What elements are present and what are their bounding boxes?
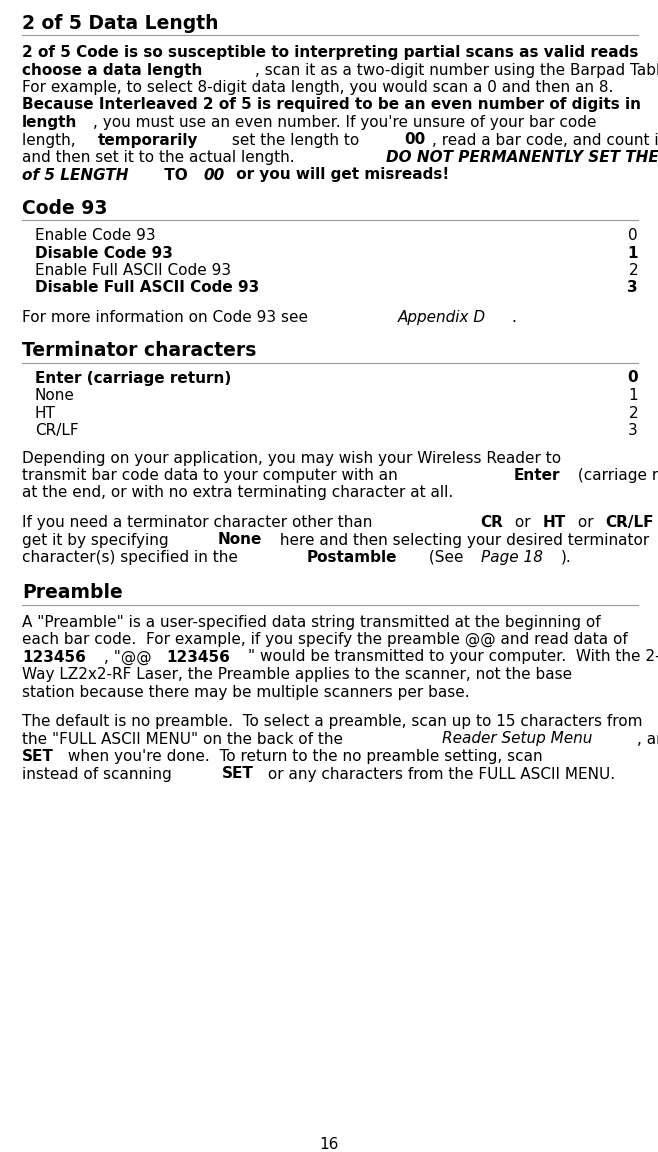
Text: For example, to select 8-digit data length, you would scan a 0 and then an 8.: For example, to select 8-digit data leng… (22, 79, 613, 94)
Text: Reader Setup Menu: Reader Setup Menu (442, 732, 593, 746)
Text: Page 18: Page 18 (481, 550, 543, 564)
Text: HT: HT (543, 515, 566, 530)
Text: , scan it as a two-digit number using the Barpad Table.: , scan it as a two-digit number using th… (255, 62, 658, 77)
Text: 0: 0 (627, 371, 638, 386)
Text: HT: HT (35, 406, 56, 420)
Text: character(s) specified in the: character(s) specified in the (22, 550, 243, 564)
Text: .: . (511, 310, 516, 325)
Text: Way LZ2x2-RF Laser, the Preamble applies to the scanner, not the base: Way LZ2x2-RF Laser, the Preamble applies… (22, 667, 572, 682)
Text: 1: 1 (628, 388, 638, 403)
Text: DO NOT PERMANENTLY SET THE 2: DO NOT PERMANENTLY SET THE 2 (386, 150, 658, 165)
Text: get it by specifying: get it by specifying (22, 532, 174, 547)
Text: set the length to: set the length to (227, 132, 365, 147)
Text: or you will get misreads!: or you will get misreads! (231, 167, 449, 182)
Text: transmit bar code data to your computer with an: transmit bar code data to your computer … (22, 468, 403, 483)
Text: CR/LF: CR/LF (606, 515, 654, 530)
Text: 3: 3 (628, 423, 638, 438)
Text: Code 93: Code 93 (22, 199, 107, 218)
Text: 3: 3 (627, 280, 638, 296)
Text: 00: 00 (404, 132, 425, 147)
Text: TO: TO (159, 167, 193, 182)
Text: 16: 16 (319, 1137, 339, 1152)
Text: , read a bar code, and count its digits: , read a bar code, and count its digits (432, 132, 658, 147)
Text: when you're done.  To return to the no preamble setting, scan: when you're done. To return to the no pr… (63, 749, 547, 764)
Text: Because Interleaved 2 of 5 is required to be an even number of digits in: Because Interleaved 2 of 5 is required t… (22, 98, 641, 113)
Text: each bar code.  For example, if you specify the preamble @@ and read data of: each bar code. For example, if you speci… (22, 632, 628, 647)
Text: Enable Code 93: Enable Code 93 (35, 228, 156, 243)
Text: choose a data length: choose a data length (22, 62, 203, 77)
Text: Appendix D: Appendix D (397, 310, 486, 325)
Text: here and then selecting your desired terminator: here and then selecting your desired ter… (275, 532, 649, 547)
Text: 2 of 5 Data Length: 2 of 5 Data Length (22, 14, 218, 33)
Text: 0: 0 (628, 228, 638, 243)
Text: Terminator characters: Terminator characters (22, 341, 257, 361)
Text: Enable Full ASCII Code 93: Enable Full ASCII Code 93 (35, 263, 231, 278)
Text: or: or (573, 515, 598, 530)
Text: or any characters from the FULL ASCII MENU.: or any characters from the FULL ASCII ME… (263, 766, 615, 781)
Text: Disable Code 93: Disable Code 93 (35, 245, 173, 260)
Text: 2: 2 (628, 263, 638, 278)
Text: None: None (35, 388, 75, 403)
Text: 2 of 5 Code is so susceptible to interpreting partial scans as valid reads: 2 of 5 Code is so susceptible to interpr… (22, 45, 644, 60)
Text: Disable Full ASCII Code 93: Disable Full ASCII Code 93 (35, 280, 259, 296)
Text: SET: SET (22, 749, 54, 764)
Text: None: None (218, 532, 262, 547)
Text: (See: (See (424, 550, 468, 564)
Text: 123456: 123456 (166, 650, 230, 665)
Text: CR/LF: CR/LF (35, 423, 78, 438)
Text: 1: 1 (628, 245, 638, 260)
Text: " would be transmitted to your computer.  With the 2-: " would be transmitted to your computer.… (248, 650, 658, 665)
Text: Depending on your application, you may wish your Wireless Reader to: Depending on your application, you may w… (22, 450, 561, 465)
Text: Postamble: Postamble (307, 550, 397, 564)
Text: If you need a terminator character other than: If you need a terminator character other… (22, 515, 377, 530)
Text: 00: 00 (203, 167, 224, 182)
Text: length,: length, (22, 132, 80, 147)
Text: length: length (22, 115, 78, 130)
Text: (carriage return), a: (carriage return), a (573, 468, 658, 483)
Text: 123456: 123456 (22, 650, 86, 665)
Text: Enter: Enter (513, 468, 560, 483)
Text: SET: SET (222, 766, 253, 781)
Text: For more information on Code 93 see: For more information on Code 93 see (22, 310, 313, 325)
Text: CR: CR (480, 515, 503, 530)
Text: at the end, or with no extra terminating character at all.: at the end, or with no extra terminating… (22, 485, 453, 500)
Text: , and then scan: , and then scan (636, 732, 658, 746)
Text: , you must use an even number. If you're unsure of your bar code: , you must use an even number. If you're… (93, 115, 597, 130)
Text: instead of scanning: instead of scanning (22, 766, 176, 781)
Text: or: or (510, 515, 536, 530)
Text: the "FULL ASCII MENU" on the back of the: the "FULL ASCII MENU" on the back of the (22, 732, 348, 746)
Text: and then set it to the actual length.: and then set it to the actual length. (22, 150, 305, 165)
Text: of 5 LENGTH: of 5 LENGTH (22, 167, 128, 182)
Text: Preamble: Preamble (22, 584, 123, 602)
Text: station because there may be multiple scanners per base.: station because there may be multiple sc… (22, 684, 470, 699)
Text: The default is no preamble.  To select a preamble, scan up to 15 characters from: The default is no preamble. To select a … (22, 714, 642, 729)
Text: Enter (carriage return): Enter (carriage return) (35, 371, 231, 386)
Text: 2: 2 (628, 406, 638, 420)
Text: ).: ). (561, 550, 572, 564)
Text: , "@@: , "@@ (105, 650, 152, 665)
Text: temporarily: temporarily (97, 132, 198, 147)
Text: A "Preamble" is a user-specified data string transmitted at the beginning of: A "Preamble" is a user-specified data st… (22, 614, 601, 629)
